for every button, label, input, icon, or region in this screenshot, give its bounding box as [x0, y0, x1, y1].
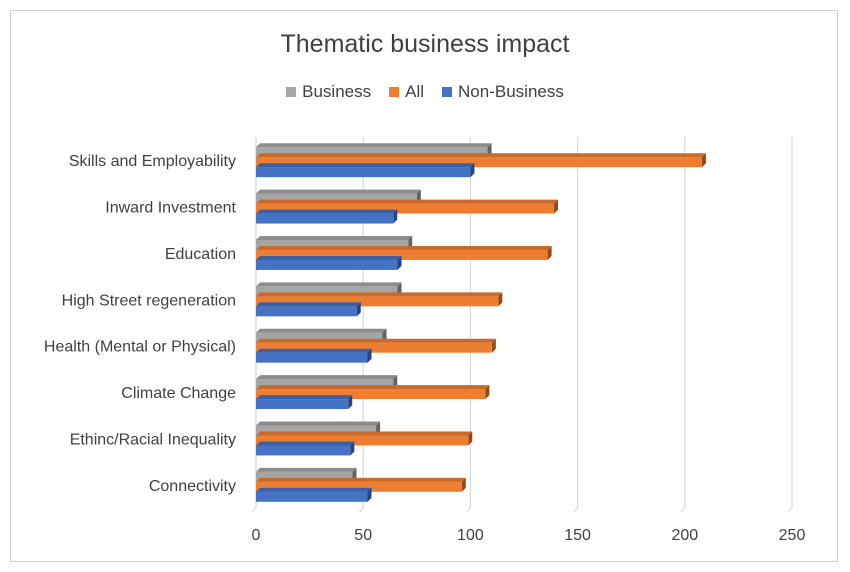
- category-label: Education: [165, 246, 236, 263]
- bar: [256, 163, 475, 178]
- chart-title: Thematic business impact: [280, 30, 570, 58]
- gridline-depth: [787, 507, 793, 513]
- gridline-depth: [251, 507, 257, 513]
- x-tick-label: 100: [457, 527, 484, 544]
- bar: [256, 302, 361, 317]
- bar: [256, 487, 372, 502]
- bar: [256, 338, 496, 353]
- legend-swatch: [286, 87, 297, 97]
- legend-label: Business: [302, 82, 372, 101]
- bar: [256, 441, 355, 456]
- x-tick-label: 200: [671, 527, 698, 544]
- x-tick-label: 150: [564, 527, 591, 544]
- bar: [256, 348, 372, 363]
- category-label: Skills and Employability: [69, 153, 236, 170]
- bar: [256, 153, 706, 168]
- legend-swatch: [389, 87, 400, 97]
- legend-label: All: [405, 82, 425, 101]
- bar: [256, 395, 353, 410]
- category-label: Connectivity: [149, 478, 236, 495]
- category-label: Ethinc/Racial Inequality: [70, 431, 236, 448]
- chart-legend: Business All Non-Business: [0, 82, 850, 102]
- bar: [256, 199, 559, 214]
- category-label: Climate Change: [121, 385, 236, 402]
- bar: [256, 245, 552, 260]
- gridline-depth: [358, 507, 364, 513]
- legend-label: Non-Business: [458, 82, 564, 101]
- x-tick-label: 0: [252, 527, 261, 544]
- gridline-depth: [465, 507, 471, 513]
- category-label: Health (Mental or Physical): [44, 339, 236, 356]
- legend-item: All: [389, 82, 424, 102]
- bar: [256, 431, 473, 446]
- gridline-depth: [680, 507, 686, 513]
- x-tick-label: 250: [779, 527, 806, 544]
- bar: [256, 255, 402, 270]
- legend-swatch: [442, 87, 453, 97]
- legend-item: Business: [286, 82, 371, 102]
- bar: [256, 385, 490, 400]
- bar: [256, 477, 466, 492]
- x-tick-label: 50: [354, 527, 372, 544]
- category-label: High Street regeneration: [62, 292, 236, 309]
- legend-item: Non-Business: [442, 82, 564, 102]
- bar: [256, 209, 398, 224]
- category-label: Inward Investment: [105, 200, 236, 217]
- chart-frame: [10, 10, 838, 562]
- bar: [256, 292, 503, 307]
- gridline-depth: [573, 507, 579, 513]
